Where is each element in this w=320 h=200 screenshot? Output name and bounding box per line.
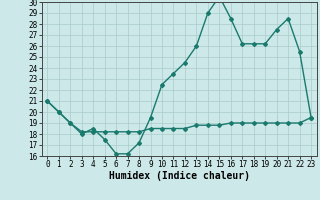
- X-axis label: Humidex (Indice chaleur): Humidex (Indice chaleur): [109, 171, 250, 181]
